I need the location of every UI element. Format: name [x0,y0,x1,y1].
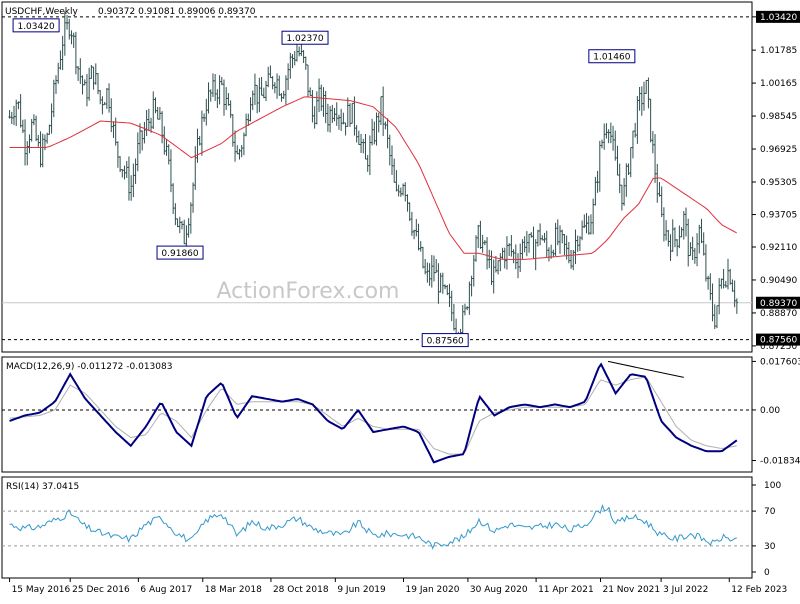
macd-tick-label-1: 0.00 [760,406,780,416]
chart-header-symbol: USDCHF,Weekly [5,7,78,17]
price-levels [2,16,752,341]
rsi-tick-label-0: 100 [764,481,781,491]
watermark: ActionForex.com [217,279,400,304]
macd-trendline [607,360,684,378]
ma-line [9,96,738,260]
price-tick-label-7: 0.92110 [760,243,797,253]
price-tick-label-5: 0.95305 [760,178,797,188]
annotation-label-0: 1.03420 [17,22,54,32]
x-tick-label-4: 28 Oct 2018 [273,585,329,595]
level-badge-label-0: 1.03420 [760,13,797,23]
x-tick-label-2: 6 Aug 2017 [140,585,192,595]
price-tick-label-2: 1.00165 [760,79,797,89]
rsi-tick-label-3: 0 [764,568,770,578]
level-badge-label-2: 0.87560 [760,336,797,346]
chart-header-ohlc: 0.90372 0.91081 0.89006 0.89370 [98,7,256,17]
price-y-axis: 1.03420 1.01785 1.00165 0.98545 0.96925 0.953… [752,10,800,352]
x-tick-label-9: 21 Nov 2021 [602,585,660,595]
annotation-box-4 [588,49,636,64]
macd-tick-label-2: -0.01834 [760,457,800,467]
price-tick-label-1: 1.01785 [760,46,797,56]
annotation-box-0 [12,18,60,33]
rsi-tick-label-2: 30 [764,542,776,552]
price-tick-label-6: 0.93705 [760,211,797,221]
x-tick-label-8: 11 Apr 2021 [538,585,594,595]
x-tick-label-5: 9 Jun 2019 [337,585,386,595]
x-tick-label-6: 19 Jan 2020 [406,585,460,595]
rsi-line [2,503,752,550]
price-tick-label-3: 0.98545 [760,112,797,122]
macd-y-axis: 0.017603 0.00 -0.01834 [752,357,800,467]
x-tick-label-10: 3 Jul 2022 [663,585,708,595]
price-tick-label-8: 0.90490 [760,276,797,286]
rsi-y-axis: 100 70 30 0 [752,481,781,578]
rsi-line [9,503,737,550]
macd-panel [1,356,753,473]
annotation-box-3 [421,333,469,348]
x-tick-label-7: 30 Aug 2020 [470,585,528,595]
annotation-label-2: 0.91860 [161,249,198,259]
annotation-label-1: 1.02370 [286,34,323,44]
level-badge-0 [756,10,800,23]
level-badge-label-1: 0.89370 [760,299,797,309]
price-tick-label-9: 0.88870 [760,309,797,319]
rsi-tick-label-1: 70 [764,507,776,517]
macd-lines [2,360,752,464]
price-annotations: 1.03420 1.02370 0.91860 0.87560 1.01460 [12,18,636,348]
macd-line [9,362,738,464]
annotation-box-2 [156,245,204,260]
x-tick-label-0: 15 May 2016 [12,585,71,595]
macd-tick-label-0: 0.017603 [760,357,800,367]
macd-signal-line [9,376,737,455]
x-axis: 15 May 2016 25 Dec 2016 6 Aug 2017 18 Mar 2… [9,578,787,595]
macd-label: MACD(12,26,9) -0.011272 -0.013083 [6,362,172,372]
level-badge-2 [756,333,800,346]
price-tick-label-4: 0.96925 [760,145,797,155]
annotation-label-4: 1.01460 [593,53,630,63]
price-tick-label-10: 0.87250 [760,342,797,352]
x-tick-label-3: 18 Mar 2018 [205,585,262,595]
moving-average [9,96,738,260]
x-tick-label-1: 25 Dec 2016 [72,585,130,595]
price-panel [1,1,753,353]
annotation-box-1 [281,30,329,45]
rsi-panel [1,476,753,579]
rsi-label: RSI(14) 37.0415 [6,482,79,492]
x-tick-label-11: 12 Feb 2023 [731,585,787,595]
level-badge-1 [756,296,800,309]
annotation-label-3: 0.87560 [427,337,464,347]
